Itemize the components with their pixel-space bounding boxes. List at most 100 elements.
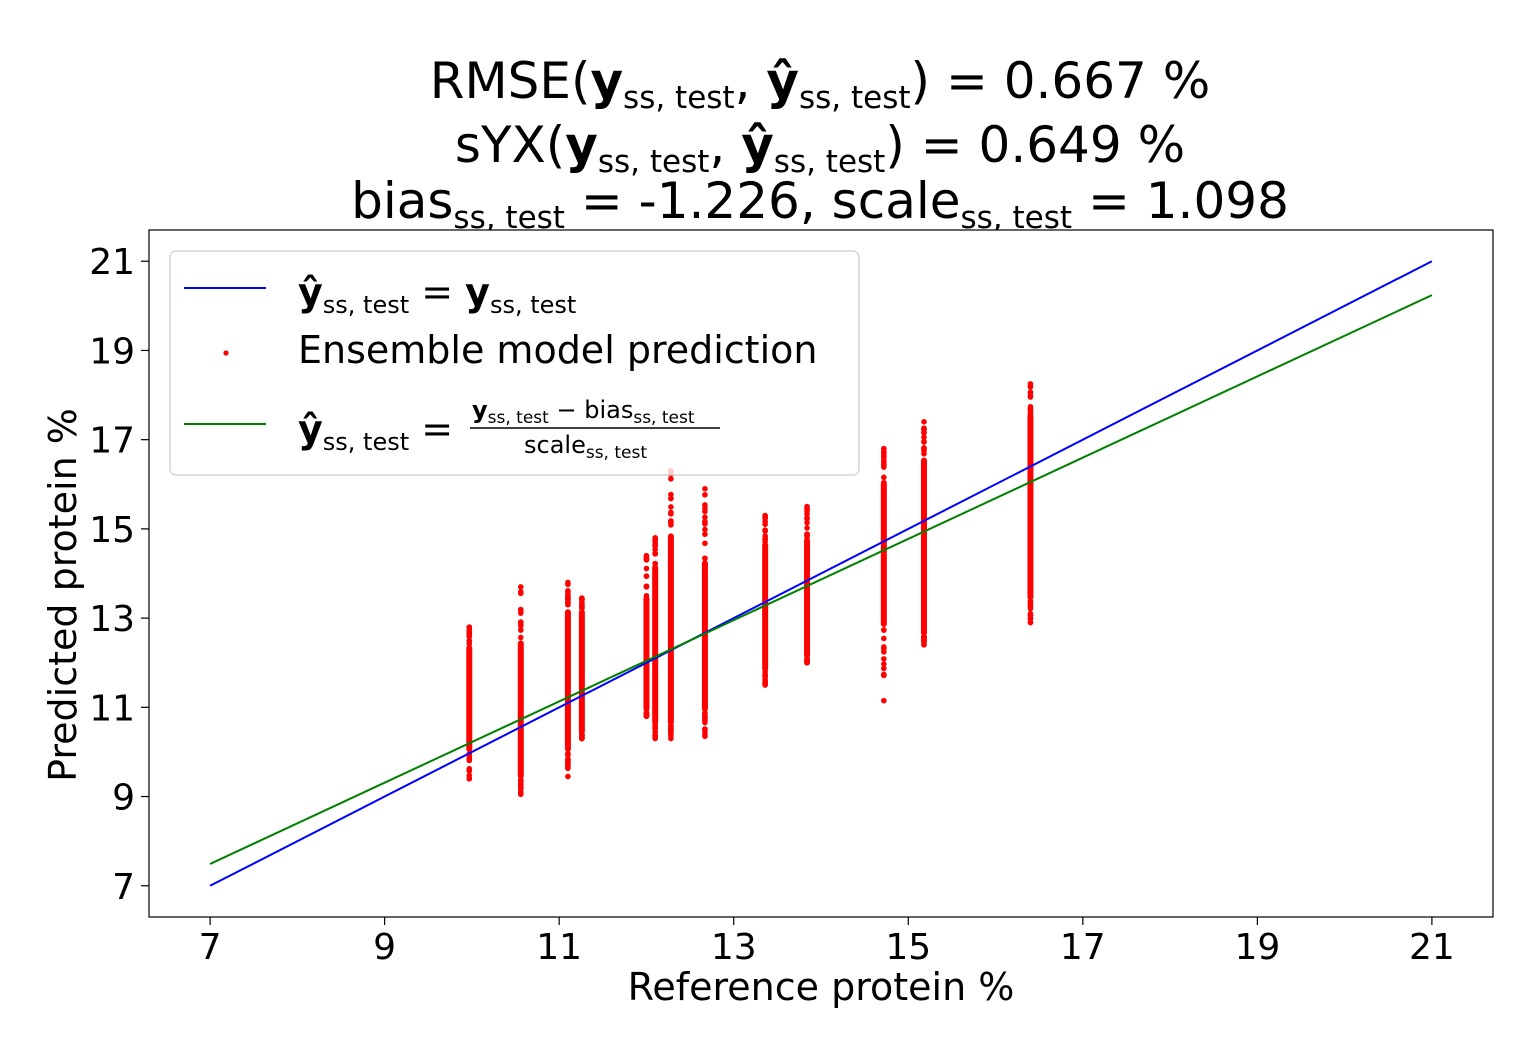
- identity-line: [209, 260, 1433, 887]
- scatter-point: [668, 504, 674, 510]
- scatter-point: [517, 619, 524, 625]
- scatter-point: [881, 645, 887, 652]
- y-tick-label: 21: [89, 242, 135, 283]
- scatter-point: [804, 508, 810, 514]
- scatter-point: [517, 610, 524, 616]
- scatter-point: [921, 434, 927, 441]
- legend-scatter-label: Ensemble model prediction: [298, 328, 817, 372]
- x-tick-label: 17: [1060, 927, 1106, 968]
- title-line-2: sYX(yss, test, ŷss, test) = 0.649 %: [455, 116, 1185, 180]
- scatter-point: [668, 511, 674, 517]
- scatter-column-band: [578, 609, 585, 735]
- scatter-column-band: [880, 479, 887, 628]
- scatter-point: [668, 725, 674, 732]
- scatter-column-band: [701, 560, 708, 712]
- scatter-point: [517, 584, 524, 590]
- title-line-1: RMSE(yss, test, ŷss, test) = 0.667 %: [430, 52, 1211, 116]
- scatter-point: [466, 629, 473, 636]
- scatter-point: [881, 453, 887, 460]
- scatter-point: [565, 773, 571, 780]
- scatter-point: [921, 439, 927, 445]
- scatter-point: [762, 533, 768, 539]
- x-tick-label: 9: [373, 927, 396, 968]
- scatter-point: [762, 671, 768, 678]
- scatter-point: [762, 528, 768, 534]
- scatter-point: [762, 676, 768, 683]
- scatter-series-ensemble: [466, 381, 1034, 798]
- scatter-point: [1027, 406, 1034, 412]
- y-tick-label: 9: [112, 778, 135, 819]
- scatter-point: [668, 729, 674, 736]
- legend-box: [169, 250, 860, 476]
- scatter-point: [565, 597, 571, 603]
- scatter-point: [652, 542, 658, 548]
- scatter-point: [517, 627, 524, 633]
- legend-fit-denominator: scaless, test: [524, 431, 647, 463]
- scatter-point: [762, 518, 768, 525]
- scatter-point: [804, 659, 810, 666]
- scatter-point: [921, 634, 927, 640]
- scatter-point: [517, 590, 524, 597]
- scatter-column-band: [643, 595, 650, 712]
- scatter-point: [881, 672, 887, 679]
- scatter-point: [643, 552, 650, 559]
- y-tick-label: 17: [89, 421, 135, 462]
- legend: ŷss, test = yss, test Ensemble model pre…: [169, 250, 860, 476]
- scatter-point: [702, 726, 708, 732]
- x-tick-label: 13: [711, 927, 757, 968]
- scatter-point: [643, 584, 650, 590]
- scatter-point: [702, 518, 708, 525]
- scatter-point: [921, 419, 927, 425]
- scatter-point: [668, 491, 674, 498]
- y-tick-label: 15: [89, 510, 135, 551]
- scatter-point: [881, 697, 887, 704]
- scatter-point: [804, 525, 810, 531]
- scatter-column-band: [920, 457, 927, 636]
- scatter-point: [517, 777, 524, 783]
- scatter-point: [702, 514, 708, 521]
- scatter-column-band: [466, 644, 473, 752]
- scatter-point: [1027, 598, 1034, 605]
- scatter-point: [466, 641, 473, 647]
- scatter-point: [565, 579, 571, 586]
- scatter-point: [652, 535, 658, 541]
- scatter-point: [668, 495, 674, 502]
- line-series: [209, 260, 1433, 887]
- scatter-point: [762, 512, 768, 519]
- scatter-point: [1027, 603, 1034, 609]
- scatter-point: [565, 759, 571, 765]
- scatter-point: [652, 550, 658, 557]
- x-tick-label: 19: [1234, 927, 1280, 968]
- scatter-point: [643, 713, 650, 720]
- y-axis-label: Predicted protein %: [41, 408, 85, 782]
- scatter-point: [565, 587, 571, 594]
- y-tick-label: 11: [89, 688, 135, 729]
- scatter-column-band: [652, 564, 659, 726]
- x-tick-label: 7: [199, 927, 222, 968]
- x-axis: 7 9 11 13 15 17 19 21: [199, 917, 1455, 968]
- scatter-point: [517, 785, 524, 792]
- scatter-point: [881, 461, 887, 468]
- scatter-point: [702, 526, 708, 533]
- scatter-point: [881, 445, 887, 452]
- legend-fit-label: ŷss, test =: [298, 407, 453, 456]
- legend-scatter-marker: [223, 350, 229, 356]
- scatter-point: [702, 508, 708, 515]
- scatter-point: [466, 757, 473, 764]
- scatter-point: [921, 446, 927, 453]
- scatter-point: [804, 520, 810, 526]
- scatter-point: [668, 476, 674, 482]
- scatter-point: [702, 710, 708, 716]
- scatter-column-band: [1027, 412, 1034, 601]
- scatter-point: [579, 595, 585, 601]
- scatter-point: [668, 735, 674, 742]
- scatter-point: [517, 791, 524, 798]
- scatter-point: [565, 750, 571, 757]
- scatter-point: [702, 531, 708, 538]
- scatter-point: [466, 624, 473, 630]
- scatter-point: [668, 520, 674, 526]
- scatter-point: [702, 502, 708, 508]
- title-line-3: biasss, test = -1.226, scaless, test = 1…: [351, 172, 1289, 236]
- scatter-point: [804, 532, 810, 538]
